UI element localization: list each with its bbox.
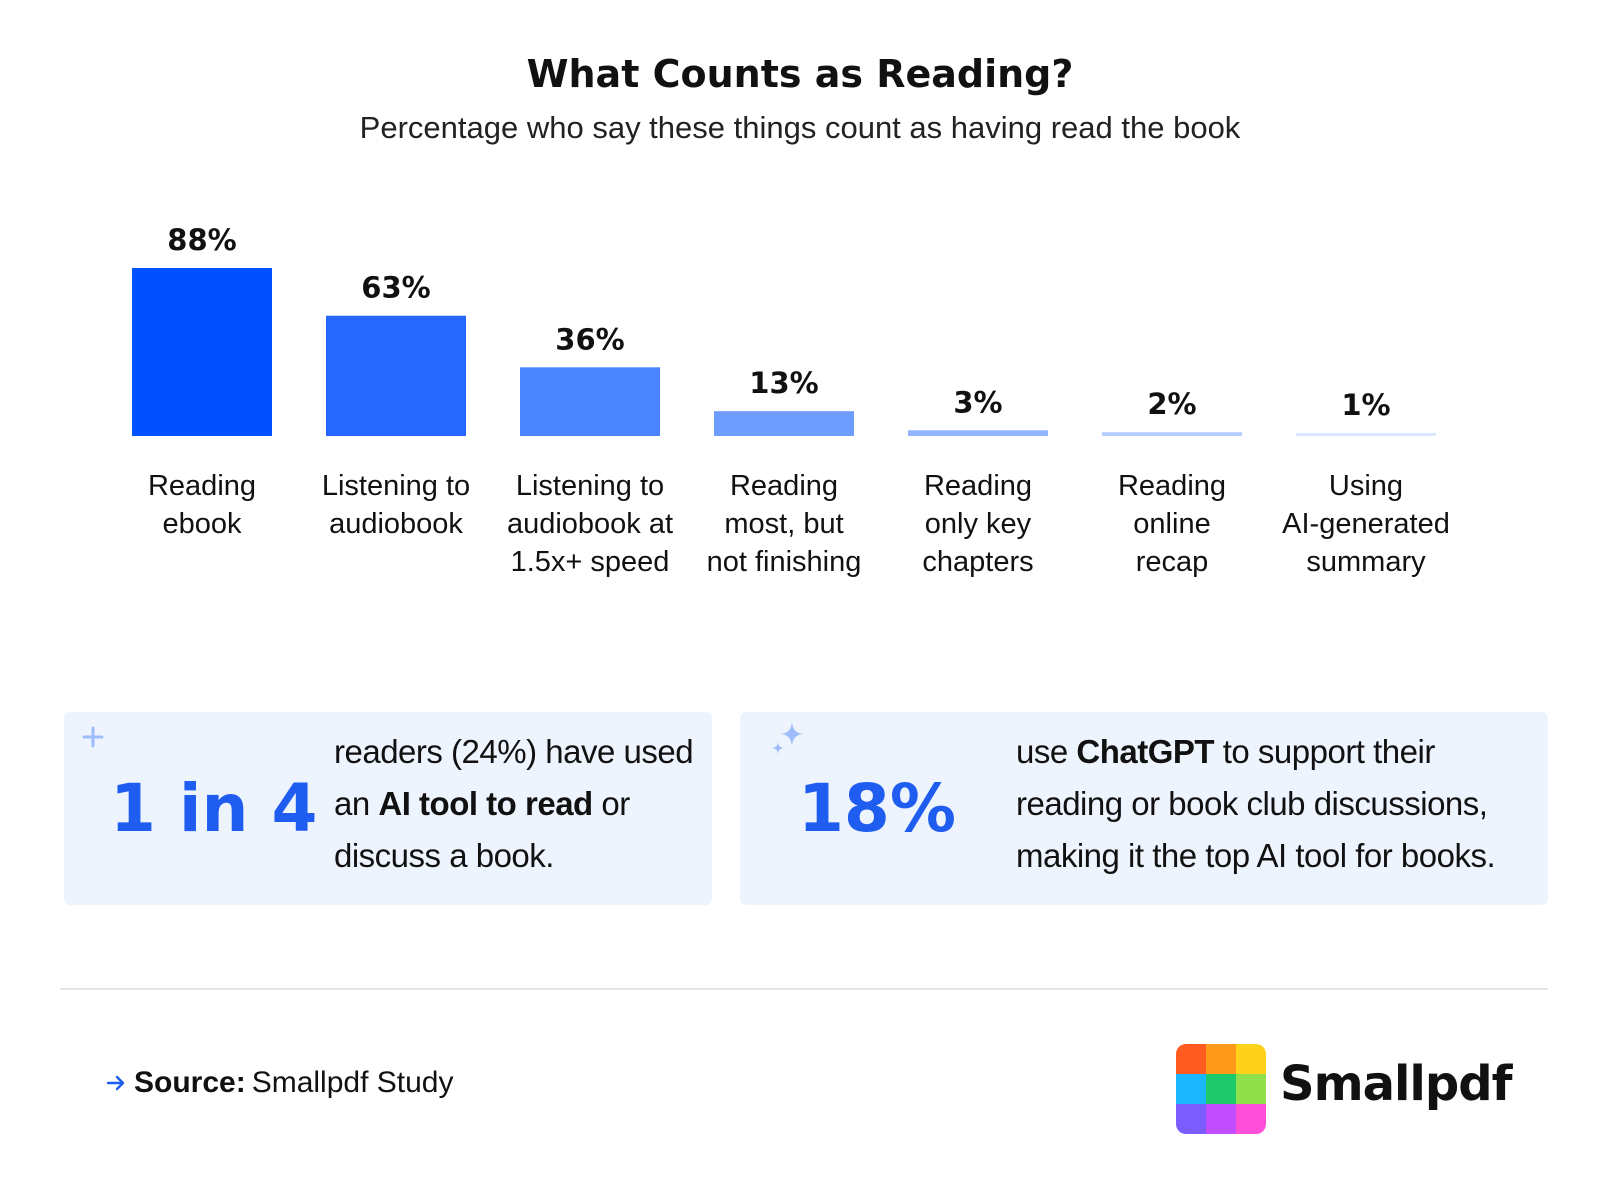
chart-subtitle: Percentage who say these things count as… <box>359 110 1241 145</box>
bar-value-label: 36% <box>555 322 624 356</box>
stat-text-part: or discuss a book. <box>334 785 630 874</box>
brand-name: Smallpdf <box>1280 1056 1512 1112</box>
category-label: Reading only key chapters <box>922 470 1033 578</box>
smallpdf-logo-icon <box>1176 1044 1266 1134</box>
stat-description: readers (24%) have used an AI tool to re… <box>334 726 694 882</box>
stat-text-part: readers (24%) have used an <box>334 733 694 822</box>
bar-value-label: 3% <box>953 385 1002 419</box>
bar <box>132 268 272 436</box>
bar-chart: 88% Reading ebook 63% Listening to audiobook 3… <box>132 223 1450 578</box>
stat-big-number: 18% <box>798 770 956 847</box>
stat-text-part: to support their reading or book club di… <box>1016 733 1496 874</box>
stat-text-bold: AI tool to read <box>378 785 593 822</box>
bar-value-label: 1% <box>1341 388 1390 422</box>
arrow-right-icon <box>106 1075 125 1091</box>
bar <box>326 315 466 436</box>
bar <box>1296 433 1436 436</box>
source-label: Source: <box>134 1066 246 1099</box>
bar <box>1102 432 1242 436</box>
stat-big-number: 1 in 4 <box>110 770 318 847</box>
category-label: Listening to audiobook <box>322 470 470 540</box>
stat-card-chatgpt: 18% use ChatGPT to support their reading… <box>740 712 1548 905</box>
stat-card-ai-tool: 1 in 4 readers (24%) have used an AI too… <box>64 712 712 905</box>
category-label: Using AI-generated summary <box>1282 470 1450 578</box>
source-note: Source: Smallpdf Study <box>104 1066 453 1100</box>
category-label: Listening to audiobook at 1.5x+ speed <box>507 470 673 578</box>
divider <box>60 988 1548 990</box>
bar <box>714 411 854 436</box>
sparkle-icon <box>772 722 803 754</box>
bar-value-label: 63% <box>361 271 430 305</box>
stat-description: use ChatGPT to support their reading or … <box>1016 726 1526 882</box>
bar <box>908 430 1048 436</box>
bar <box>520 367 660 436</box>
category-label: Reading ebook <box>148 470 256 540</box>
bar-value-label: 88% <box>167 223 236 257</box>
source-value: Smallpdf Study <box>251 1066 454 1099</box>
category-label: Reading most, but not finishing <box>707 470 862 578</box>
bar-value-label: 2% <box>1147 387 1196 421</box>
stat-text-bold: ChatGPT <box>1076 733 1215 770</box>
plus-icon <box>82 726 104 748</box>
category-label: Reading online recap <box>1118 470 1226 578</box>
bar-value-label: 13% <box>749 366 818 400</box>
stat-text-part: use <box>1016 733 1077 770</box>
chart-title: What Counts as Reading? <box>526 52 1074 96</box>
